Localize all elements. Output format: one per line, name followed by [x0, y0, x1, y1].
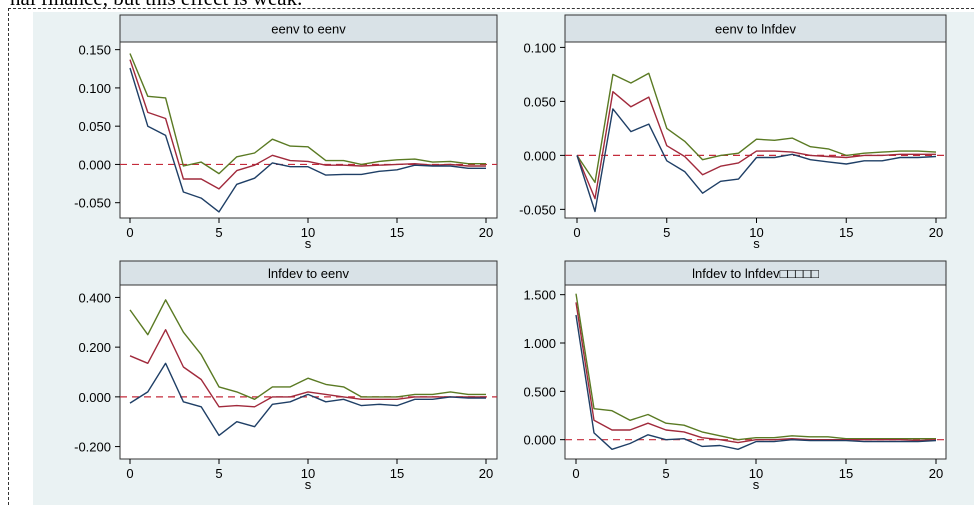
x-axis-label: s	[753, 477, 760, 492]
chart-title-bar	[119, 14, 498, 43]
x-tick-label: 20	[479, 466, 493, 481]
x-tick-label: 10	[749, 225, 763, 240]
x-tick-label: 15	[839, 466, 853, 481]
x-tick-label: 5	[215, 225, 222, 240]
chart-panel-1: eenv to eenv -0.050 0.000 0.050 0.100 0.150 0 5…	[74, 14, 498, 251]
x-tick-label: 10	[301, 466, 315, 481]
y-tick-label: -0.050	[519, 202, 556, 217]
x-tick-label: 20	[929, 225, 943, 240]
x-tick-label: 5	[662, 466, 669, 481]
y-tick-label: 0.100	[523, 40, 556, 55]
y-tick-label: 0.100	[78, 81, 111, 96]
chart-title-bar	[119, 260, 498, 286]
chart-panel-4: lnfdev to lnfdev□□□□□ 0.000 0.500 1.000 1.50…	[523, 260, 947, 492]
y-tick-label: 0.050	[523, 94, 556, 109]
y-tick-label: 1.000	[523, 336, 556, 351]
series-line-mid	[576, 90, 936, 200]
plot-area	[119, 41, 498, 219]
x-tick-label: 0	[126, 466, 133, 481]
x-tick-label: 0	[572, 466, 579, 481]
series-line-mid	[129, 59, 486, 190]
chart-title: eenv to eenv	[271, 22, 346, 37]
y-tick-label: 0.000	[523, 148, 556, 163]
caption-fragment: nal finance, but this effect is weak.	[10, 0, 302, 11]
y-tick-label: 0.000	[523, 433, 556, 448]
x-axis-label: s	[753, 236, 760, 251]
plot-area	[564, 284, 947, 460]
x-tick-label: 15	[839, 225, 853, 240]
figure-frame	[8, 8, 974, 505]
series-line-lower	[575, 314, 937, 450]
y-tick-label: 0.000	[78, 390, 111, 405]
series-line-lower	[576, 108, 937, 213]
series-line-upper	[129, 53, 486, 175]
chart-title: lnfdev to lnfdev□□□□□	[692, 266, 819, 281]
x-tick-label: 5	[215, 466, 222, 481]
x-tick-label: 15	[390, 466, 404, 481]
series-line-mid	[129, 329, 486, 408]
chart-title-bar	[564, 260, 947, 286]
y-tick-label: 0.000	[78, 157, 111, 172]
series-line-lower	[129, 362, 486, 437]
x-tick-label: 5	[663, 225, 670, 240]
plot-area	[119, 284, 498, 460]
chart-title-bar	[564, 14, 947, 43]
y-tick-label: 1.500	[523, 288, 556, 303]
x-tick-label: 10	[749, 466, 763, 481]
x-tick-label: 10	[301, 225, 315, 240]
y-tick-label: -0.050	[74, 196, 111, 211]
y-tick-label: 0.500	[523, 384, 556, 399]
x-tick-label: 20	[479, 225, 493, 240]
y-tick-label: -0.200	[74, 440, 111, 455]
series-line-upper	[129, 299, 486, 400]
series-line-upper	[575, 293, 936, 441]
plot-area	[564, 41, 947, 219]
y-tick-label: 0.150	[78, 43, 111, 58]
chart-title: eenv to lnfdev	[715, 22, 796, 37]
x-axis-label: s	[305, 236, 312, 251]
series-line-mid	[575, 302, 937, 444]
chart-panel-3: lnfdev to eenv -0.200 0.000 0.200 0.400 0 5 10 1…	[74, 260, 498, 492]
x-axis-label: s	[305, 477, 312, 492]
y-tick-label: 0.200	[78, 340, 111, 355]
y-tick-label: 0.400	[78, 290, 111, 305]
chart-title: lnfdev to eenv	[268, 266, 349, 281]
series-line-lower	[129, 67, 486, 213]
series-line-upper	[576, 72, 937, 184]
chart-panel-2: eenv to lnfdev -0.050 0.000 0.050 0.100 0 5 10 1…	[519, 14, 947, 251]
x-tick-label: 15	[390, 225, 404, 240]
x-tick-label: 20	[929, 466, 943, 481]
x-tick-label: 0	[126, 225, 133, 240]
x-tick-label: 0	[573, 225, 580, 240]
y-tick-label: 0.050	[78, 119, 111, 134]
